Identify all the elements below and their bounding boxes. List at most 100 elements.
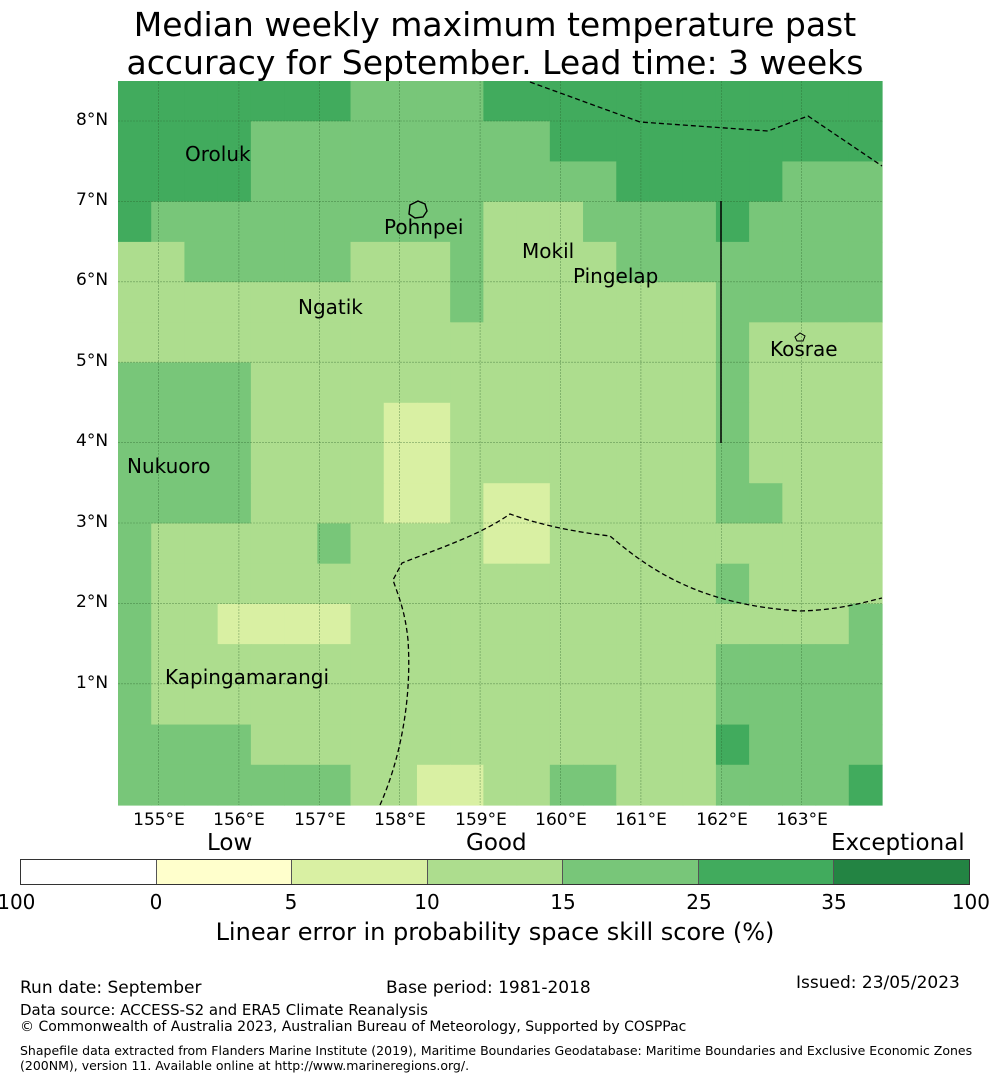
lat-label-2n: 2°N [76, 592, 109, 612]
place-pohnpei: Pohnpei [384, 215, 464, 239]
skill-cell [250, 362, 285, 404]
skill-cell [583, 362, 617, 404]
skill-cell [649, 81, 684, 122]
skill-cell [815, 684, 850, 726]
skill-cell [682, 684, 717, 726]
colorbar-tick-25: 25 [686, 890, 712, 914]
skill-cell [516, 241, 551, 283]
skill-cell [616, 201, 651, 243]
skill-cell [749, 644, 783, 685]
skill-cell [317, 724, 352, 766]
skill-cell [682, 402, 717, 444]
skill-cell [383, 322, 418, 364]
skill-cell [583, 603, 617, 645]
colorbar-tick-5: 5 [284, 890, 298, 914]
skill-cell [516, 523, 551, 565]
skill-cell [549, 724, 584, 766]
skill-cell [782, 523, 817, 565]
skill-cell [583, 322, 617, 364]
skill-cell [284, 443, 318, 484]
skill-cell [350, 161, 385, 203]
skill-cell [649, 161, 684, 203]
skill-cell [682, 483, 717, 525]
skill-cell [416, 764, 451, 806]
skill-cell [118, 121, 152, 163]
skill-cell [848, 684, 883, 726]
skill-cell [317, 523, 352, 565]
skill-cell [450, 241, 484, 283]
skill-cell [782, 764, 817, 806]
skill-cell [250, 201, 285, 243]
lon-label-160e: 160°E [535, 810, 587, 830]
base-period: Base period: 1981-2018 [386, 978, 591, 998]
skill-cell [383, 644, 418, 685]
skill-cell [516, 684, 551, 726]
skill-cell [383, 523, 418, 565]
skill-cell [450, 402, 484, 444]
skill-cell [682, 362, 717, 404]
skill-cell [483, 121, 518, 163]
skill-cell [516, 161, 551, 203]
skill-cell [284, 201, 318, 243]
skill-cell [749, 241, 783, 283]
skill-cell [416, 362, 451, 404]
skill-cell [848, 523, 883, 565]
skill-cell [848, 563, 883, 605]
skill-cell [682, 322, 717, 364]
colorbar-segment-4 [427, 860, 564, 884]
skill-cell [250, 282, 285, 323]
skill-cell [184, 443, 219, 484]
skill-cell [284, 241, 318, 283]
skill-cell [516, 201, 551, 243]
chart-title-line-1: Median weekly maximum temperature past [133, 5, 857, 44]
skill-cell [416, 603, 451, 645]
skill-cell [284, 322, 318, 364]
skill-cell [450, 563, 484, 605]
skill-cell [616, 644, 651, 685]
lon-label-156e: 156°E [213, 810, 265, 830]
skill-cell [350, 684, 385, 726]
skill-cell [317, 764, 352, 806]
skill-cell [184, 402, 219, 444]
skill-cell [483, 81, 518, 122]
skill-cell [682, 81, 717, 122]
skill-cell [250, 563, 285, 605]
skill-cell [250, 603, 285, 645]
skill-cell [549, 282, 584, 323]
colorbar-category-low: Low [207, 830, 253, 856]
skill-cell [649, 724, 684, 766]
skill-cell [682, 724, 717, 766]
skill-cell [616, 563, 651, 605]
skill-cell [350, 322, 385, 364]
skill-cell [848, 764, 883, 806]
skill-cell [217, 523, 252, 565]
lon-label-162e: 162°E [696, 810, 748, 830]
skill-cell [284, 282, 318, 323]
skill-cell [549, 443, 584, 484]
skill-cell [250, 483, 285, 525]
skill-cell [118, 644, 152, 685]
skill-cell [350, 483, 385, 525]
skill-cell [416, 563, 451, 605]
skill-cell [815, 282, 850, 323]
place-mokil: Mokil [522, 239, 575, 263]
skill-cell [250, 724, 285, 766]
skill-cell [815, 523, 850, 565]
place-kapingamarangi: Kapingamarangi [165, 665, 330, 689]
skill-cell [483, 764, 518, 806]
skill-cell [118, 724, 152, 766]
skill-cell [184, 201, 219, 243]
skill-cell [383, 282, 418, 323]
skill-cell [284, 523, 318, 565]
skill-cell [284, 483, 318, 525]
skill-cell [549, 322, 584, 364]
skill-cell [483, 161, 518, 203]
skill-cell [815, 563, 850, 605]
skill-cell [516, 563, 551, 605]
skill-cell [317, 201, 352, 243]
shapefile-credit-line-1: Shapefile data extracted from Flanders M… [20, 1043, 973, 1058]
skill-cell [151, 282, 186, 323]
skill-cell [483, 241, 518, 283]
skill-cell [715, 764, 750, 806]
